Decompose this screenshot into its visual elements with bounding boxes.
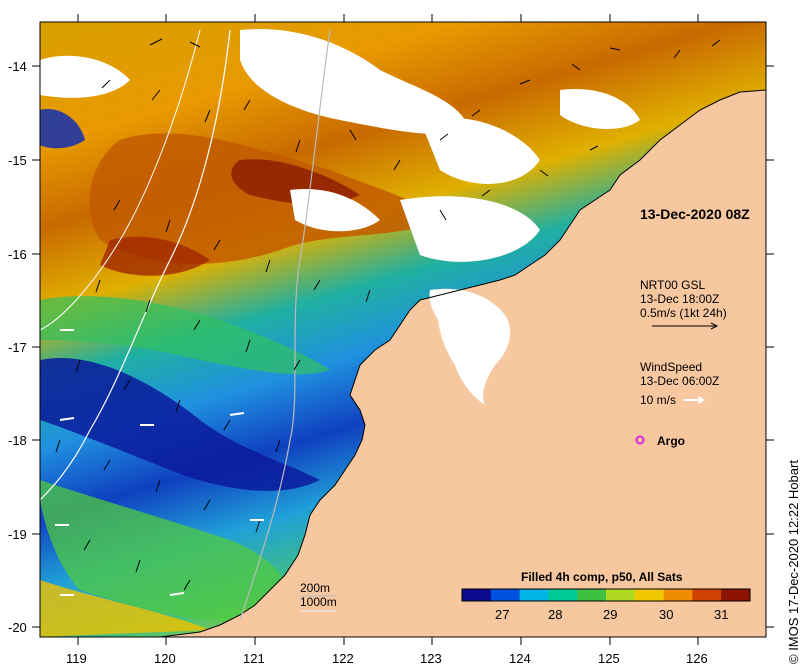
- wind-legend-title: WindSpeed: [640, 360, 702, 374]
- x-tick-label: 119: [66, 651, 87, 666]
- wind-vectors: [55, 329, 264, 596]
- y-axis: [32, 65, 774, 628]
- y-tick-label: -17: [8, 340, 27, 355]
- currents-scale-arrow: [652, 322, 719, 330]
- wind-scale-arrow: [684, 396, 705, 404]
- y-tick-label: -14: [8, 59, 27, 74]
- colorbar: [462, 589, 751, 601]
- cloud-mask: [290, 189, 380, 232]
- colorbar-tick-label: 28: [548, 607, 562, 622]
- hot-sst-patch: [100, 236, 210, 276]
- colorbar-tick-label: 27: [495, 607, 509, 622]
- date-label: 13-Dec-2020 08Z: [640, 206, 750, 222]
- colorbar-tick-label: 30: [659, 607, 673, 622]
- colorbar-swatch: [721, 589, 751, 601]
- currents-legend-title: NRT00 GSL: [640, 278, 705, 292]
- coastline: [159, 89, 766, 637]
- currents-legend-time: 13-Dec 18:00Z: [640, 292, 719, 306]
- green-sst-patch: [40, 296, 330, 375]
- colorbar-frame: [461, 588, 751, 602]
- colorbar-swatch: [462, 589, 492, 601]
- y-tick-label: -19: [8, 527, 27, 542]
- cloud-mask: [400, 196, 540, 262]
- cloud-inlet: [429, 288, 511, 405]
- y-tick-label: -20: [8, 620, 27, 635]
- isobath-200m: [239, 29, 331, 621]
- yellow-sst-patch: [40, 580, 210, 637]
- x-tick-label: 120: [154, 651, 176, 666]
- x-tick-label: 124: [509, 651, 531, 666]
- colorbar-swatch: [692, 589, 722, 601]
- y-tick-label: -16: [8, 247, 27, 262]
- colorbar-swatch: [548, 589, 578, 601]
- colorbar-tick-label: 29: [603, 607, 617, 622]
- x-tick-label: 122: [332, 651, 354, 666]
- colorbar-swatch: [519, 589, 549, 601]
- wind-legend-scale: 10 m/s: [640, 393, 676, 407]
- cool-sst-patch: [40, 358, 320, 491]
- argo-marker-icon: [635, 435, 645, 445]
- current-vectors: [55, 38, 721, 591]
- colorbar-swatch: [606, 589, 636, 601]
- isobath-200-label: 200m: [300, 581, 330, 595]
- isobath-1000m: [40, 29, 201, 331]
- x-axis: [77, 14, 699, 645]
- wind-legend-time: 13-Dec 06:00Z: [640, 374, 719, 388]
- imos-credit: © IMOS 17-Dec-2020 12:22 Hobart: [786, 460, 801, 664]
- y-tick-label: -18: [8, 433, 27, 448]
- colorbar-title: Filled 4h comp, p50, All Sats: [521, 570, 683, 584]
- x-tick-label: 123: [420, 651, 442, 666]
- x-tick-label: 125: [598, 651, 620, 666]
- map-frame: [39, 21, 767, 638]
- colorbar-swatch: [634, 589, 665, 601]
- warm-sst-patch: [89, 133, 440, 264]
- cloud-mask: [240, 29, 470, 135]
- argo-label: Argo: [657, 434, 685, 448]
- y-tick-label: -15: [8, 153, 27, 168]
- cloud-mask: [420, 117, 540, 184]
- cloud-mask: [40, 55, 130, 98]
- x-tick-label: 121: [243, 651, 265, 666]
- isobath-1000-label: 1000m: [300, 595, 337, 609]
- cool-sst-patch: [40, 109, 85, 149]
- x-tick-label: 126: [686, 651, 708, 666]
- colorbar-swatch: [490, 589, 521, 601]
- currents-legend-scale: 0.5m/s (1kt 24h): [640, 306, 727, 320]
- colorbar-swatch: [577, 589, 607, 601]
- colorbar-tick-label: 31: [714, 607, 728, 622]
- green-sst-patch: [40, 480, 288, 623]
- colorbar-swatch: [663, 589, 693, 601]
- cloud-mask: [560, 89, 640, 130]
